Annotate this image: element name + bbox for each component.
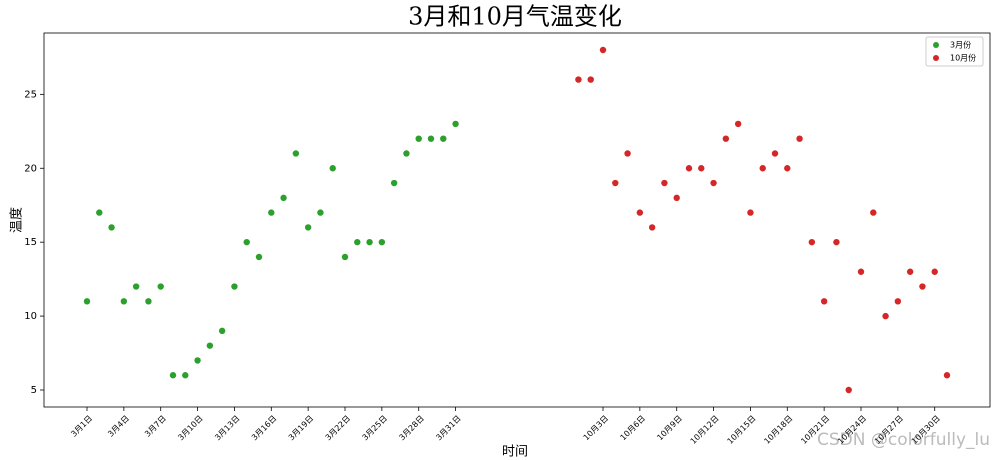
point [833,238,840,246]
point [231,283,238,290]
legend-marker [933,42,939,48]
point [292,150,300,157]
point [931,268,938,275]
point [845,386,852,394]
x-tick-label: 10月6日 [619,414,647,442]
point [919,283,926,290]
point [906,268,914,275]
point [599,46,607,54]
point [882,312,889,320]
point [194,357,201,364]
x-tick-label: 10月9日 [655,414,683,442]
point [108,224,115,231]
point [771,150,779,157]
point [341,253,349,261]
point [808,238,816,246]
point [218,327,226,335]
point [120,298,128,305]
point [255,253,263,261]
legend-box [925,36,984,67]
point [636,209,644,216]
point [698,165,705,172]
point [673,194,680,202]
x-tick-label: 3月22日 [324,414,352,442]
point [734,120,742,128]
watermark: CSDN @colorfully_lu [817,430,990,450]
point [169,372,177,379]
point [304,224,312,231]
point [132,283,140,290]
point [390,179,398,187]
x-tick-label: 3月1日 [69,414,94,439]
point [857,268,865,275]
x-tick-label: 3月16日 [250,414,278,442]
point [243,238,250,246]
point [354,238,361,246]
point [759,165,766,172]
x-tick-label: 10月18日 [762,414,794,446]
y-axis-label: 温度 [9,207,25,233]
legend-label: 3月份 [950,40,971,50]
point [378,238,386,246]
point [820,298,828,305]
point [661,179,668,187]
point [452,120,459,128]
point [870,209,877,216]
point [440,135,447,142]
y-tick-label: 20 [24,163,37,174]
y-tick-label: 10 [24,311,37,322]
x-tick-label: 10月15日 [726,414,758,446]
point [145,298,152,305]
point [157,283,164,290]
point [894,298,902,305]
point [83,298,91,305]
chart-title: 3月和10月气温变化 [408,3,622,31]
point [280,194,287,202]
legend-marker [933,55,939,61]
point [575,76,582,83]
x-tick-label: 3月7日 [143,414,168,439]
x-tick-label: 10月3日 [582,414,610,442]
x-tick-label: 3月19日 [287,414,315,442]
point [587,76,594,83]
point [96,209,103,216]
x-tick-label: 10月12日 [689,414,721,446]
x-tick-label: 3月4日 [106,414,131,439]
point [427,135,435,142]
point [710,179,717,187]
x-tick-label: 3月31日 [434,414,462,442]
plot-frame [43,32,991,408]
x-tick-label: 3月25日 [361,414,389,442]
point [329,165,336,172]
x-tick-label: 3月13日 [213,414,241,442]
legend-label: 10月份 [950,53,976,63]
point [182,372,189,379]
y-tick-label: 5 [31,385,37,396]
x-tick-label: 3月28日 [397,414,425,442]
x-tick-label: 3月10日 [176,414,204,442]
x-axis-label: 时间 [502,445,528,460]
point [796,135,803,142]
point [648,224,656,231]
point [268,209,275,216]
point [722,135,730,142]
point [403,150,410,157]
point [366,238,373,246]
point [747,209,754,216]
point [415,135,422,142]
y-tick-label: 25 [24,89,37,100]
point [317,209,324,216]
point [612,179,619,187]
point [685,165,693,172]
point [206,342,214,349]
y-tick-label: 15 [24,237,37,248]
point [624,150,631,157]
point [943,372,951,379]
point [784,165,791,172]
